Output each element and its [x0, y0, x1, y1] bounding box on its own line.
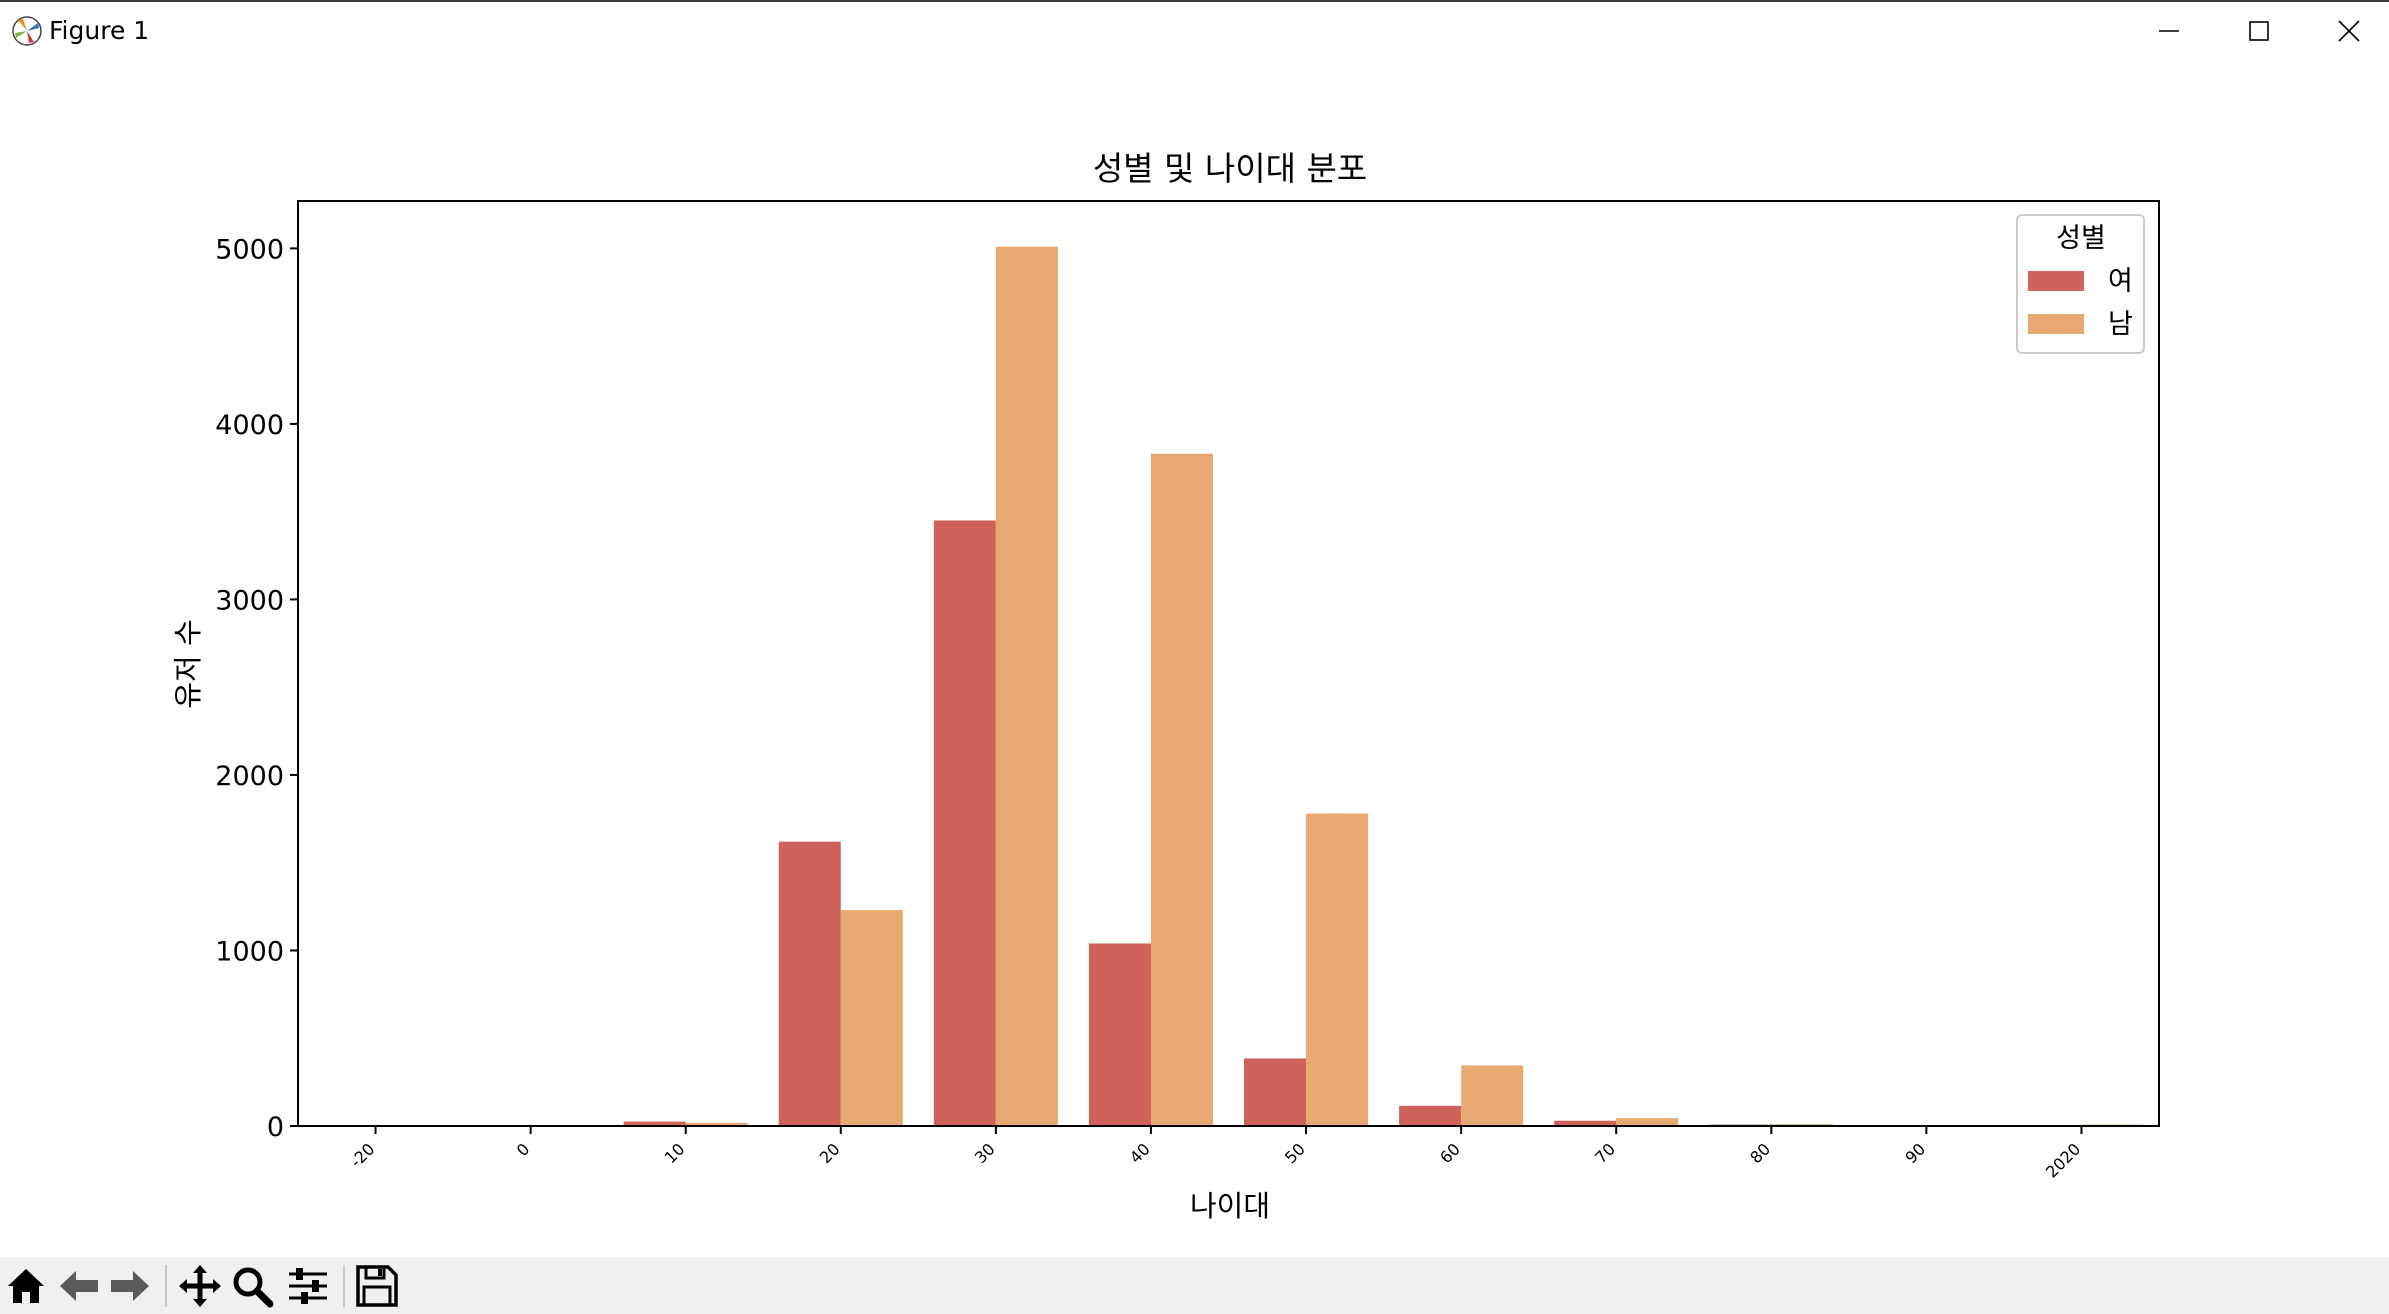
pan-button[interactable] — [177, 1263, 223, 1309]
minimize-icon — [2159, 30, 2179, 32]
bar-male-60 — [1461, 1065, 1524, 1126]
home-button[interactable] — [3, 1263, 49, 1309]
home-icon — [8, 1269, 44, 1303]
x-tick-label: 30 — [971, 1139, 999, 1167]
close-button[interactable] — [2304, 2, 2389, 60]
y-tick-label: 2000 — [215, 761, 284, 792]
zoom-button[interactable] — [229, 1263, 275, 1309]
x-tick-label: 50 — [1281, 1139, 1309, 1167]
y-tick-label: 3000 — [215, 585, 284, 616]
bar-male-70 — [1616, 1118, 1679, 1126]
bar-female-50 — [1244, 1058, 1307, 1126]
figure-canvas: 성별 및 나이대 분포 0 1000 2000 3000 4000 5000 -20 0 10 2… — [0, 60, 2389, 1257]
x-tick-label: 60 — [1436, 1139, 1464, 1167]
bar-female-30 — [933, 520, 996, 1126]
legend-label-male: 남 — [2108, 309, 2133, 340]
forward-button[interactable] — [107, 1263, 153, 1309]
bar-female-10 — [623, 1121, 686, 1126]
minimize-button[interactable] — [2124, 2, 2214, 60]
x-tick-label: 80 — [1746, 1139, 1774, 1167]
y-tick-label: 1000 — [215, 936, 284, 967]
legend-swatch-female — [2028, 271, 2084, 291]
x-tick-label: 2020 — [2042, 1139, 2084, 1181]
matplotlib-icon — [12, 16, 42, 46]
x-tick-label: 90 — [1901, 1139, 1929, 1167]
y-axis-label: 유저 수 — [171, 619, 205, 708]
bar-male-30 — [995, 246, 1058, 1126]
bar-male-10 — [685, 1122, 748, 1126]
zoom-icon — [233, 1267, 274, 1308]
bar-chart: 성별 및 나이대 분포 0 1000 2000 3000 4000 5000 -20 0 10 2… — [171, 149, 2160, 1223]
chart-title: 성별 및 나이대 분포 — [1093, 149, 1367, 188]
configure-subplots-button[interactable] — [285, 1263, 331, 1309]
toolbar-separator — [343, 1265, 345, 1307]
window-title: Figure 1 — [49, 16, 150, 45]
maximize-button[interactable] — [2214, 2, 2304, 60]
bar-male-40 — [1150, 453, 1213, 1126]
x-tick-label: 40 — [1126, 1139, 1154, 1167]
navigation-toolbar — [0, 1257, 2389, 1314]
legend-swatch-male — [2028, 314, 2084, 334]
toolbar-separator — [165, 1265, 167, 1307]
close-icon — [2338, 20, 2360, 42]
y-tick-label: 0 — [267, 1112, 284, 1143]
bar-female-70 — [1554, 1120, 1617, 1126]
x-tick-label: 10 — [661, 1139, 689, 1167]
bar-female-20 — [778, 841, 841, 1126]
legend: 성별 여 남 — [2016, 214, 2145, 354]
y-tick-label: 5000 — [215, 234, 284, 265]
x-tick-label: 20 — [816, 1139, 844, 1167]
x-axis-label: 나이대 — [1190, 1189, 1270, 1223]
y-tick-label: 4000 — [215, 410, 284, 441]
forward-arrow-icon — [111, 1271, 149, 1301]
back-arrow-icon — [60, 1271, 98, 1301]
x-tick-label: 70 — [1591, 1139, 1619, 1167]
maximize-icon — [2249, 21, 2269, 41]
bar-male-20 — [840, 910, 903, 1126]
bar-female-60 — [1399, 1105, 1462, 1126]
bar-male-50 — [1306, 813, 1369, 1126]
x-tick-label: -20 — [346, 1139, 378, 1171]
back-button[interactable] — [56, 1263, 102, 1309]
save-icon — [356, 1265, 398, 1307]
window-titlebar: Figure 1 — [0, 0, 2389, 60]
save-button[interactable] — [354, 1263, 400, 1309]
legend-title: 성별 — [2056, 223, 2106, 254]
bar-female-40 — [1088, 943, 1151, 1126]
pan-icon — [179, 1265, 221, 1307]
x-tick-label: 0 — [513, 1139, 534, 1160]
plot-frame — [297, 200, 2160, 1127]
configure-subplots-icon — [289, 1268, 327, 1304]
legend-label-female: 여 — [2108, 266, 2133, 297]
